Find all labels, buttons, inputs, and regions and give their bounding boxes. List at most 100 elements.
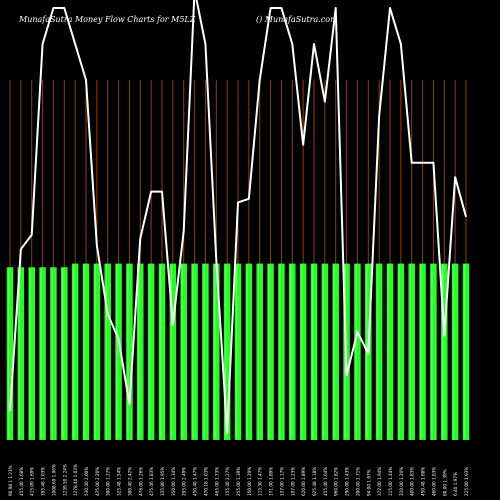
bar-highlight [453, 264, 455, 439]
bar [71, 263, 79, 440]
bar-highlight [116, 264, 118, 439]
x-tick-label: 925.48 1.18% [312, 467, 317, 496]
bar [441, 263, 448, 440]
x-tick-label: 94.00 1.67% [366, 469, 371, 496]
bar-highlight [105, 264, 107, 439]
bar [462, 263, 470, 440]
x-tick-labels: 90.98 1 1.23% 455.40 1.68% 415.09 1.69% 395… [8, 464, 469, 496]
x-tick-label: 395.48 1.03% [41, 467, 46, 496]
bar [61, 267, 68, 440]
bar-highlight [62, 268, 64, 439]
bar [17, 267, 25, 440]
bar-highlight [387, 264, 390, 439]
x-tick-label: 107.09 1.23% [290, 467, 295, 496]
bar-highlight [235, 264, 238, 439]
x-tick-label: 155.40 2.27% [225, 467, 230, 496]
bar-highlight [149, 264, 151, 439]
x-tick-label: 372.00 1.94% [377, 467, 382, 496]
x-tick-label: 1278.40 1.03% [73, 464, 78, 496]
bar-highlight [377, 264, 379, 439]
bar [180, 263, 187, 440]
bar [234, 263, 242, 440]
x-tick-label: 295.00 2.49% [182, 467, 187, 496]
bar-highlight [463, 264, 466, 439]
x-tick-label: 290.00 1.43% [345, 467, 350, 496]
bar-highlight [409, 264, 411, 439]
bar [375, 263, 383, 440]
bar [299, 263, 307, 440]
x-tick-label: 380.40 2.42% [127, 467, 132, 496]
bar-highlight [192, 264, 194, 439]
bar [115, 263, 122, 440]
bar [137, 263, 144, 440]
bar-highlight [138, 264, 140, 439]
bar [321, 263, 329, 440]
bar-highlight [333, 264, 335, 439]
bar [397, 263, 405, 440]
x-tick-label: 1008.69 1.96% [51, 464, 56, 496]
bar-highlight [127, 264, 129, 439]
bar [386, 263, 394, 440]
money-flow-line-path [9, 0, 467, 434]
x-tick-label: 225.00 1.93% [464, 467, 469, 496]
bar [245, 263, 253, 440]
bar-highlight [398, 264, 401, 439]
bar-highlight [290, 264, 292, 439]
bar-highlight [322, 264, 325, 439]
x-tick-label: 455.40 1.68% [19, 467, 24, 496]
bar-highlight [170, 264, 173, 439]
bar-highlight [311, 264, 314, 439]
bar-highlight [420, 264, 422, 439]
x-tick-label: 335.80 1.95% [160, 467, 165, 496]
bar [169, 263, 177, 440]
x-tick-label: 475.46 1.83% [149, 467, 154, 496]
x-tick-label: 530.40 2.00% [84, 467, 89, 496]
bar-highlight [246, 264, 249, 439]
bar [104, 263, 111, 440]
bar [28, 267, 35, 440]
bar-highlight [301, 264, 303, 439]
x-tick-label: 455.40 1.64% [323, 467, 328, 496]
x-tick-label: 400.00 1.83% [410, 467, 415, 496]
bar [289, 263, 296, 440]
bar-highlight [73, 264, 75, 439]
x-tick-label: 620.00 1.89% [301, 467, 306, 496]
bar-highlight [431, 264, 433, 439]
bar [354, 263, 361, 440]
bar-highlight [159, 264, 162, 439]
chart-header-right: () MunafaSutra.com [256, 15, 338, 24]
bar [93, 263, 101, 440]
x-tick-label: 115.00 1.44% [388, 467, 393, 496]
bar [310, 263, 318, 440]
x-tick-label: 478.00 1.26% [138, 467, 143, 496]
bar [278, 263, 285, 440]
bar-highlight [225, 264, 227, 439]
bar [430, 263, 437, 440]
x-tick-label: 960.00 1.82% [334, 467, 339, 496]
bar-highlight [279, 264, 281, 439]
bar [50, 267, 57, 440]
x-tick-label: 460.00 1.83% [431, 467, 436, 496]
x-tick-label: 380.00 1.27% [106, 467, 111, 496]
x-tick-label: 137.00 1.17% [279, 467, 284, 496]
bar-highlight [83, 264, 86, 439]
bar [6, 267, 14, 440]
bar [267, 263, 274, 440]
x-tick-label: 171.00 1.89% [269, 467, 274, 496]
bar [256, 263, 263, 440]
chart-header-left: MunafaSutra Money Flow Charts for M5LZ [19, 15, 196, 24]
bar-highlight [268, 264, 270, 439]
bar [82, 263, 90, 440]
bar [408, 263, 415, 440]
bar-highlight [181, 264, 183, 439]
x-tick-label: 415.09 1.69% [30, 467, 35, 496]
bar-highlight [214, 264, 216, 439]
x-tick-label: 1239.50 2.24% [62, 464, 67, 496]
bar [158, 263, 166, 440]
money-flow-line [9, 0, 467, 434]
x-tick-label: 6.40 1.97% [453, 472, 458, 496]
bar [202, 263, 209, 440]
x-tick-label: 310.00 1.20% [399, 467, 404, 496]
bar-highlight [51, 268, 53, 439]
bar-highlight [7, 268, 10, 439]
